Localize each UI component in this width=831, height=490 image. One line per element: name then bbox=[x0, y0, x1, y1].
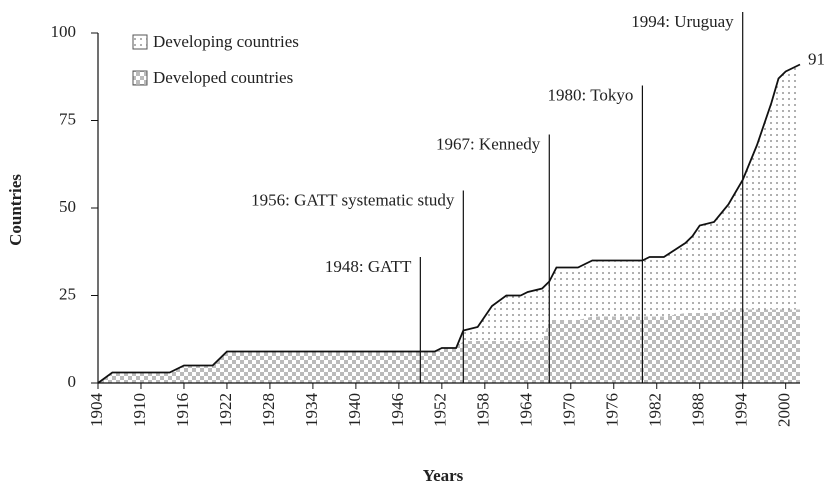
x-tick-label: 1964 bbox=[517, 393, 536, 428]
y-axis-label: Countries bbox=[6, 174, 25, 246]
x-tick-label: 1910 bbox=[130, 393, 149, 427]
x-tick-label: 1922 bbox=[216, 393, 235, 427]
end-label: 91 bbox=[808, 49, 825, 68]
y-tick-label: 100 bbox=[51, 22, 77, 41]
x-tick-label: 1940 bbox=[345, 393, 364, 427]
x-tick-label: 1946 bbox=[388, 393, 407, 427]
annotation-label: 1980: Tokyo bbox=[548, 85, 634, 104]
annotation-label: 1994: Uruguay bbox=[631, 12, 734, 31]
x-tick-label: 2000 bbox=[775, 393, 794, 427]
x-tick-label: 1994 bbox=[732, 393, 751, 428]
x-tick-label: 1982 bbox=[646, 393, 665, 427]
x-tick-label: 1904 bbox=[87, 393, 106, 428]
legend-label: Developing countries bbox=[153, 32, 299, 51]
x-tick-label: 1934 bbox=[302, 393, 321, 428]
x-tick-label: 1952 bbox=[431, 393, 450, 427]
y-tick-label: 0 bbox=[68, 372, 77, 391]
legend-label: Developed countries bbox=[153, 68, 293, 87]
x-tick-label: 1988 bbox=[689, 393, 708, 427]
area bbox=[98, 309, 800, 383]
x-axis-label: Years bbox=[423, 466, 464, 485]
annotation-label: 1967: Kennedy bbox=[436, 134, 541, 153]
legend-swatch bbox=[132, 34, 148, 50]
y-tick-label: 75 bbox=[59, 109, 76, 128]
legend-swatch bbox=[132, 70, 148, 86]
x-tick-label: 1958 bbox=[474, 393, 493, 427]
x-tick-label: 1970 bbox=[560, 393, 579, 427]
y-tick-label: 25 bbox=[59, 284, 76, 303]
annotation-label: 1948: GATT bbox=[325, 257, 412, 276]
total-line bbox=[97, 63, 801, 384]
annotation-label: 1956: GATT systematic study bbox=[251, 190, 455, 209]
x-tick-label: 1916 bbox=[173, 393, 192, 427]
x-tick-label: 1928 bbox=[259, 393, 278, 427]
x-tick-label: 1976 bbox=[603, 393, 622, 427]
y-tick-label: 50 bbox=[59, 197, 76, 216]
area bbox=[98, 64, 800, 383]
